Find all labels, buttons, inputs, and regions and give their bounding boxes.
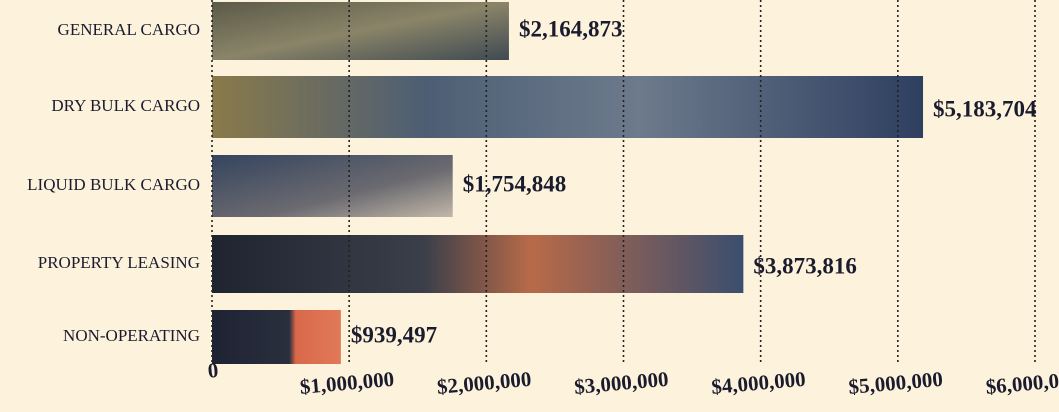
x-tick-label: $5,000,000 — [848, 367, 944, 399]
x-tick-label: $2,000,000 — [436, 367, 532, 399]
bar — [212, 235, 743, 293]
x-tick-label: $4,000,000 — [710, 367, 806, 399]
category-label: PROPERTY LEASING — [38, 253, 200, 272]
category-label: DRY BULK CARGO — [51, 96, 200, 115]
chart: GENERAL CARGO $2,164,873 DRY BULK CARGO $5,… — [0, 0, 1059, 412]
value-label: $939,497 — [351, 322, 437, 347]
bar — [212, 155, 453, 217]
value-label: $3,873,816 — [753, 253, 857, 278]
x-tick-label: 0 — [207, 358, 220, 383]
x-tick-label: $6,000,000 — [985, 367, 1059, 399]
x-tick-label: $3,000,000 — [573, 367, 669, 399]
value-label: $2,164,873 — [519, 16, 623, 41]
bar — [212, 76, 923, 138]
category-label: LIQUID BULK CARGO — [27, 175, 200, 194]
value-label: $5,183,704 — [933, 96, 1037, 121]
category-label: NON-OPERATING — [63, 326, 200, 345]
category-label: GENERAL CARGO — [58, 20, 200, 39]
bar — [212, 2, 509, 60]
bar — [212, 310, 341, 364]
value-label: $1,754,848 — [463, 171, 567, 196]
x-tick-label: $1,000,000 — [299, 367, 395, 399]
